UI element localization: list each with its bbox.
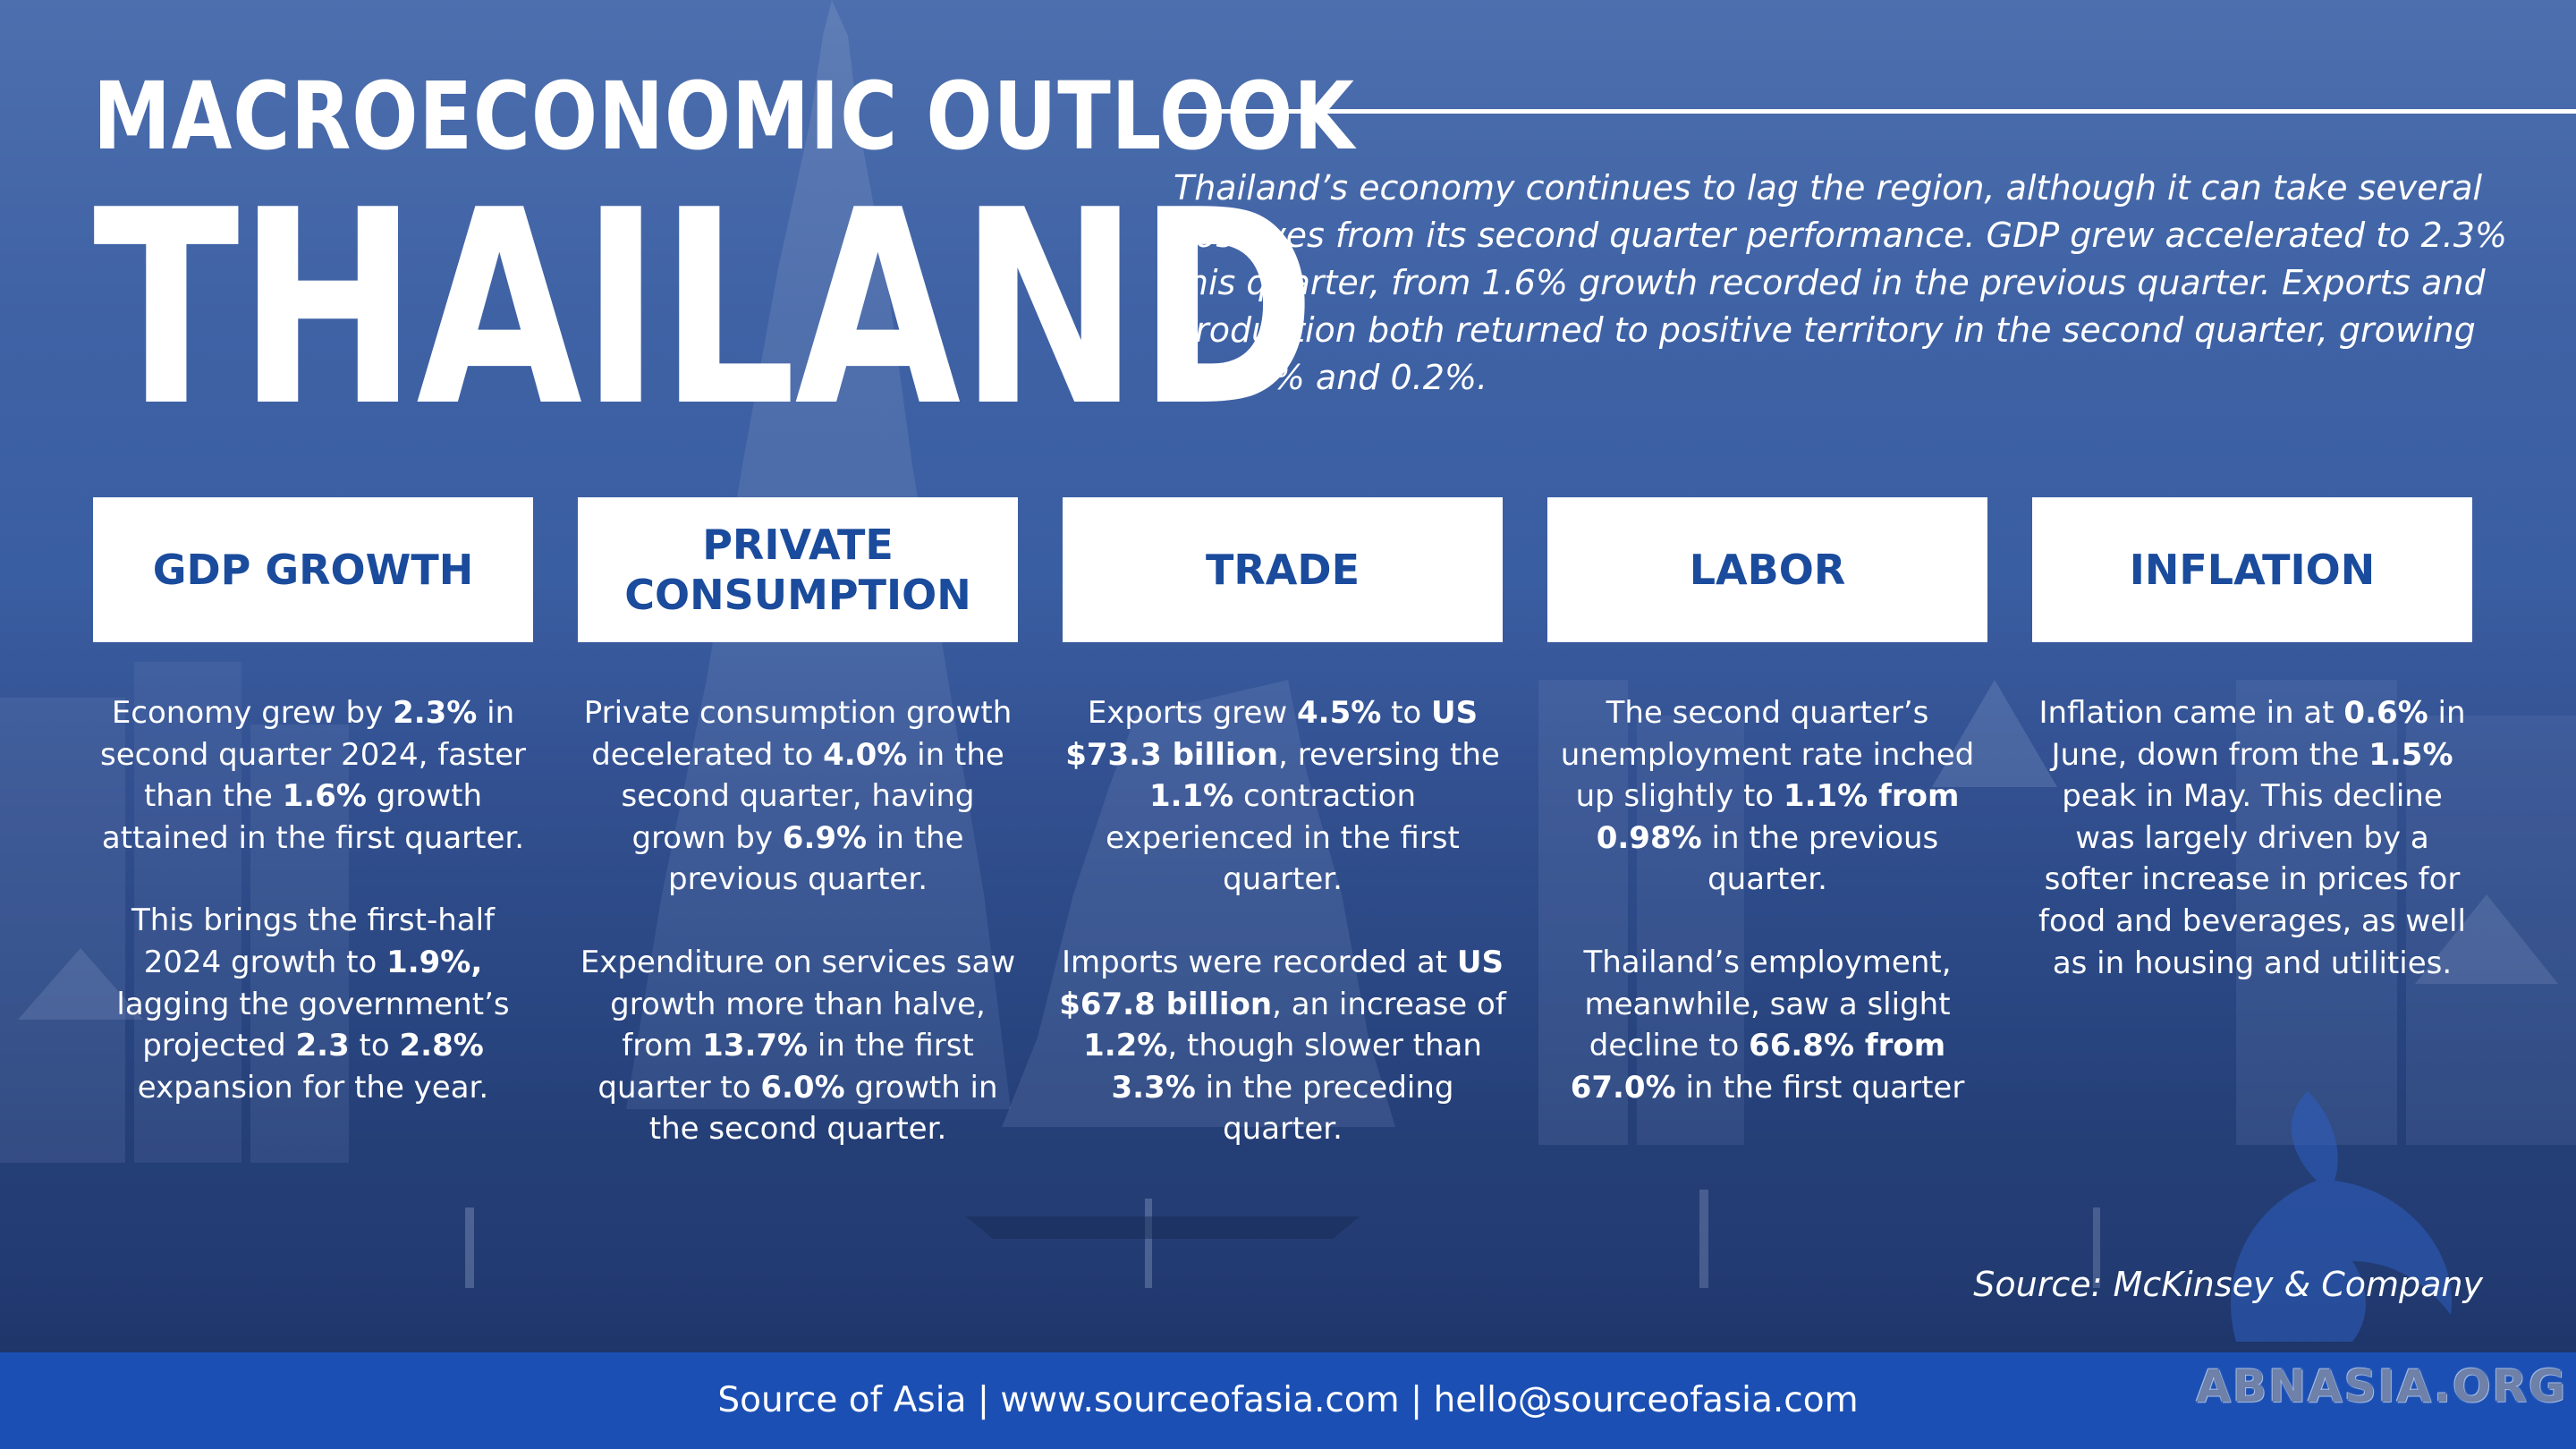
text-run: to [349,1028,400,1064]
category-card-trade: TRADE [1063,497,1503,642]
mascot-logo-icon [2231,1091,2453,1342]
text-run: peak in May. This decline was largely dr… [2038,778,2466,981]
highlighted-figure: 4.5% [1297,695,1382,731]
category-paragraph: Private consumption growth decelerated t… [574,692,1021,901]
text-run: in June, down from the [2051,695,2466,773]
labor-text-column: The second quarter’s unemployment rate i… [1544,692,1991,1149]
highlighted-figure: 1.6% [282,778,367,815]
text-run: , an increase of [1272,986,1506,1022]
gdp-growth-text-column: Economy grew by 2.3% in second quarter 2… [89,692,537,1149]
highlighted-figure: US $67.8 billion [1059,944,1504,1022]
header-divider-line [1175,109,2576,114]
highlighted-figure: 1.1% from 0.98% [1596,778,1960,856]
text-run: Exports grew [1087,695,1297,731]
highlighted-figure: 3.3% [1111,1069,1196,1106]
text-run: in the previous quarter. [667,819,964,898]
highlighted-figure: 1.1% [1148,778,1234,815]
text-run: in second quarter 2024, faster than the [100,695,526,815]
source-note: Source: McKinsey & Company [1973,1265,2483,1304]
footer-contact-text: Source of Asia | www.sourceofasia.com | … [717,1380,1859,1420]
category-paragraph: Economy grew by 2.3% in second quarter 2… [89,692,537,859]
text-run: Private consumption growth decelerated t… [583,695,1013,773]
category-card-private-consumption: PRIVATE CONSUMPTION [578,497,1018,642]
text-run: , reversing the [1278,736,1500,773]
category-card-inflation: INFLATION [2032,497,2472,642]
text-run: Inflation came in at [2038,695,2344,731]
text-run: contraction experienced in the first qua… [1106,778,1460,898]
highlighted-figure: 2.3 [295,1028,350,1064]
category-paragraph: Exports grew 4.5% to US $73.3 billion, r… [1059,692,1506,901]
highlighted-figure: 0.6% [2343,695,2428,731]
category-paragraph: Expenditure on services saw growth more … [574,942,1021,1150]
text-run: Economy grew by [111,695,394,731]
country-title: THAILAND [93,153,1316,465]
text-run: lagging the government’s projected [116,986,510,1064]
text-run: The second quarter’s unemployment rate i… [1560,695,1975,815]
text-run: in the preceding quarter. [1195,1069,1454,1148]
category-paragraph: This brings the first-half 2024 growth t… [89,900,537,1108]
text-run: in the previous quarter. [1701,819,1939,898]
category-card-labor: LABOR [1547,497,1987,642]
page-title-macroeconomic-outlook: MACROECONOMIC OUTLOOK [93,62,1355,171]
inflation-text-column: Inflation came in at 0.6% in June, down … [2029,692,2476,1025]
category-paragraph: Thailand’s employment, meanwhile, saw a … [1544,942,1991,1108]
highlighted-figure: 1.9%, [386,944,483,980]
text-run: growth attained in the first quarter. [101,778,525,856]
text-run: Imports were recorded at [1061,944,1457,980]
text-run: in the first quarter [1675,1069,1965,1106]
category-paragraph: Imports were recorded at US $67.8 billio… [1059,942,1506,1150]
text-run: Expenditure on services saw growth more … [580,944,1016,1064]
text-run: in the second quarter, having grown by [621,736,1004,856]
text-run: This brings the first-half 2024 growth t… [131,902,496,980]
highlighted-figure: US $73.3 billion [1065,695,1479,773]
highlighted-figure: 2.8% [399,1028,484,1064]
category-paragraph: Inflation came in at 0.6% in June, down … [2029,692,2476,984]
text-run: growth in the second quarter. [648,1069,998,1148]
text-run: expansion for the year. [137,1069,489,1106]
text-run: Thailand’s employment, meanwhile, saw a … [1583,944,1952,1064]
highlighted-figure: 6.0% [760,1069,845,1106]
intro-paragraph: Thailand’s economy continues to lag the … [1174,168,2508,397]
text-run: , though slower than [1167,1028,1482,1064]
category-paragraph: The second quarter’s unemployment rate i… [1544,692,1991,901]
highlighted-figure: 1.2% [1083,1028,1168,1064]
highlighted-figure: 1.5% [2368,736,2453,773]
highlighted-figure: 2.3% [393,695,478,731]
trade-text-column: Exports grew 4.5% to US $73.3 billion, r… [1059,692,1506,1191]
private-consumption-text-column: Private consumption growth decelerated t… [574,692,1021,1191]
category-card-gdp-growth: GDP GROWTH [93,497,533,642]
text-run: to [1381,695,1432,731]
footer-bar: Source of Asia | www.sourceofasia.com | … [0,1352,2576,1449]
highlighted-figure: 4.0% [823,736,908,773]
highlighted-figure: 6.9% [782,819,868,856]
watermark-text: ABNASIA.ORG [2196,1360,2567,1412]
highlighted-figure: 66.8% from 67.0% [1570,1028,1946,1106]
highlighted-figure: 13.7% [702,1028,809,1064]
text-run: in the first quarter to [597,1028,974,1106]
